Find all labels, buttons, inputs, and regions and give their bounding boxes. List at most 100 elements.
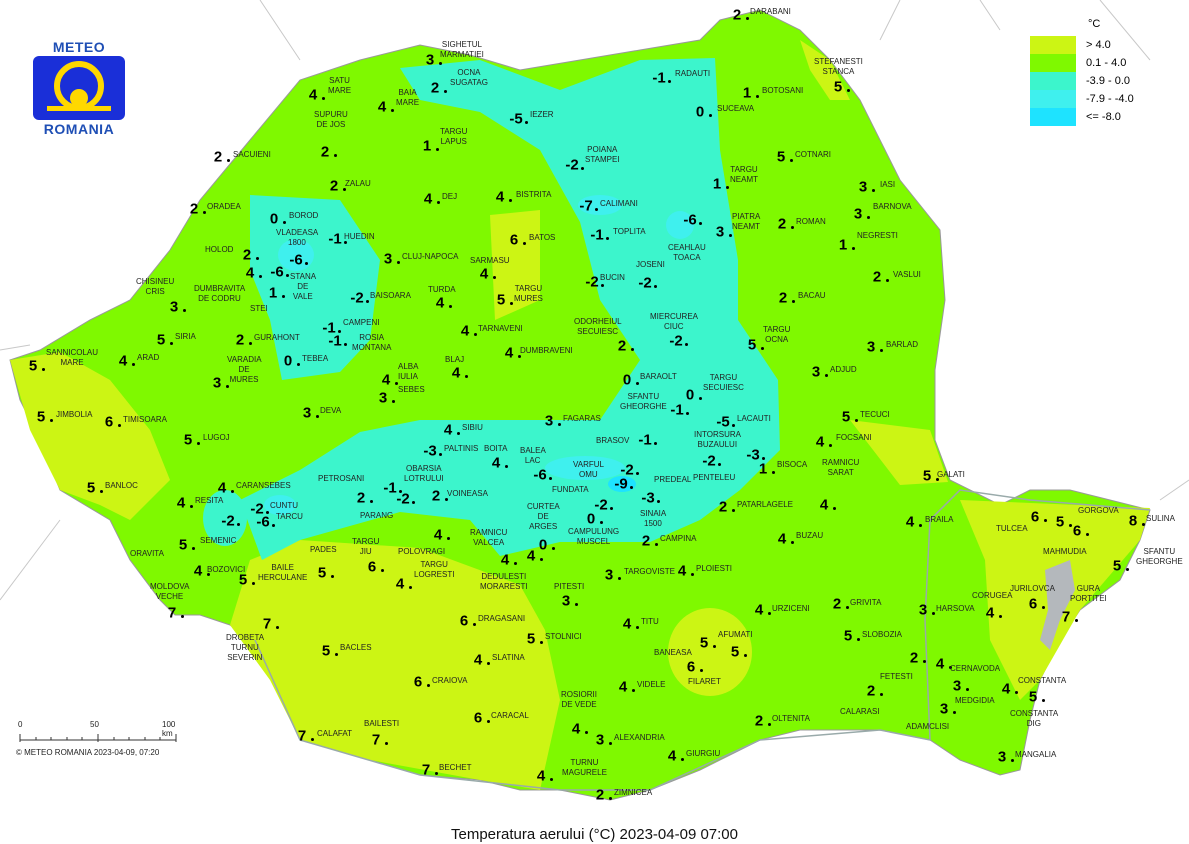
station-temperature: 5 bbox=[730, 643, 740, 661]
station-dot-icon bbox=[872, 189, 875, 192]
station-temperature: 6 bbox=[104, 413, 114, 431]
station-dot-icon bbox=[316, 415, 319, 418]
station-name: GURAHONT bbox=[254, 333, 300, 342]
station-temperature: 6 bbox=[413, 673, 423, 691]
station-name: RADAUTI bbox=[675, 69, 711, 78]
zone-0-to-minus4 bbox=[250, 195, 380, 380]
station-dot-icon bbox=[192, 547, 195, 550]
station-temperature: 3 bbox=[561, 592, 571, 610]
station-name: BRASOV bbox=[596, 436, 630, 445]
station-name: PATARLAGELE bbox=[737, 500, 794, 509]
station-name: VARADIA DE MURES bbox=[227, 355, 262, 384]
station-dot-icon bbox=[249, 342, 252, 345]
station-temperature: 5 bbox=[841, 408, 851, 426]
station-name: PALTINIS bbox=[444, 444, 479, 453]
station-name: CERNAVODA bbox=[950, 664, 1001, 673]
station-dot-icon bbox=[474, 333, 477, 336]
station-dot-icon bbox=[685, 343, 688, 346]
station-temperature: 2 bbox=[866, 682, 876, 700]
station-dot-icon bbox=[493, 276, 496, 279]
station-temperature: 4 bbox=[479, 265, 489, 283]
station-temperature: 6 bbox=[686, 658, 696, 676]
logo-emblem bbox=[33, 56, 125, 120]
station-temperature: 5 bbox=[178, 536, 188, 554]
station-name: IEZER bbox=[530, 110, 554, 119]
station-dot-icon bbox=[761, 347, 764, 350]
station-dot-icon bbox=[207, 573, 210, 576]
station-temperature: 3 bbox=[853, 205, 863, 223]
station-temperature: -2 bbox=[585, 273, 599, 291]
legend-swatch bbox=[1030, 72, 1076, 90]
station-dot-icon bbox=[746, 17, 749, 20]
station-dot-icon bbox=[343, 188, 346, 191]
station-dot-icon bbox=[630, 486, 633, 489]
station-name: CORUGEA bbox=[972, 591, 1013, 600]
station-temperature: 3 bbox=[383, 250, 393, 268]
legend: °C > 4.0 0.1 - 4.0 -3.9 - 0.0 -7.9 - -4.0 <=… bbox=[1030, 18, 1134, 126]
station-dot-icon bbox=[601, 284, 604, 287]
station-temperature: 5 bbox=[183, 431, 193, 449]
legend-unit: °C bbox=[1088, 18, 1101, 30]
legend-label: <= -8.0 bbox=[1086, 111, 1121, 123]
station-dot-icon bbox=[595, 208, 598, 211]
station-temperature: 3 bbox=[811, 363, 821, 381]
station-temperature: 7 bbox=[262, 615, 272, 633]
station-dot-icon bbox=[857, 638, 860, 641]
station-temperature: 0 bbox=[695, 103, 705, 121]
station-name: BOTOSANI bbox=[762, 86, 804, 95]
station-name: SEMENIC bbox=[200, 536, 237, 545]
station-temperature: 3 bbox=[952, 677, 962, 695]
station-dot-icon bbox=[691, 573, 694, 576]
station-temperature: -2 bbox=[594, 496, 608, 514]
station-temperature: 3 bbox=[997, 748, 1007, 766]
legend-swatch bbox=[1030, 108, 1076, 126]
station-dot-icon bbox=[118, 424, 121, 427]
station-name: CLUJ-NAPOCA bbox=[402, 252, 459, 261]
station-temperature: 2 bbox=[617, 337, 627, 355]
station-name: CONSTANTA DIG bbox=[1010, 709, 1059, 728]
station-name: ZALAU bbox=[345, 179, 371, 188]
station-dot-icon bbox=[550, 778, 553, 781]
station-dot-icon bbox=[409, 586, 412, 589]
station-temperature: 3 bbox=[604, 566, 614, 584]
station-name: TURNU MAGURELE bbox=[562, 758, 607, 777]
legend-label: -7.9 - -4.0 bbox=[1086, 93, 1134, 105]
legend-item: -7.9 - -4.0 bbox=[1030, 90, 1134, 108]
station-temperature: 2 bbox=[595, 786, 605, 804]
station-name: POIANA STAMPEI bbox=[585, 145, 620, 164]
station-dot-icon bbox=[686, 412, 689, 415]
station-temperature: 4 bbox=[308, 86, 318, 104]
station-dot-icon bbox=[718, 463, 721, 466]
station-dot-icon bbox=[338, 330, 341, 333]
scale-tick-0: 0 bbox=[18, 720, 23, 729]
station-temperature: 5 bbox=[156, 331, 166, 349]
station-dot-icon bbox=[437, 201, 440, 204]
station-name: FILARET bbox=[688, 677, 721, 686]
station-name: SUCEAVA bbox=[717, 104, 755, 113]
station-temperature: 4 bbox=[1001, 680, 1011, 698]
station-dot-icon bbox=[344, 343, 347, 346]
station-dot-icon bbox=[732, 509, 735, 512]
station-name: URZICENI bbox=[772, 604, 810, 613]
station-name: BISTRITA bbox=[516, 190, 552, 199]
station-temperature: 0 bbox=[622, 371, 632, 389]
station-temperature: -2 bbox=[669, 332, 683, 350]
station-name: SIBIU bbox=[462, 423, 483, 432]
station-name: PLOIESTI bbox=[696, 564, 733, 573]
station-temperature: 2 bbox=[430, 79, 440, 97]
station-temperature: 5 bbox=[28, 357, 38, 375]
station-temperature: -7 bbox=[579, 197, 593, 215]
station-temperature: -1 bbox=[322, 319, 336, 337]
station-name: DEDULESTI MORARESTI bbox=[480, 572, 528, 591]
station-dot-icon bbox=[657, 500, 660, 503]
station-dot-icon bbox=[1069, 524, 1072, 527]
station-name: VIDELE bbox=[637, 680, 666, 689]
station-temperature: 6 bbox=[1030, 508, 1040, 526]
station-name: DROBETA TURNU SEVERIN bbox=[226, 633, 265, 662]
station-temperature: 3 bbox=[858, 178, 868, 196]
station-dot-icon bbox=[435, 772, 438, 775]
station-temperature: 4 bbox=[500, 551, 510, 569]
station-dot-icon bbox=[618, 577, 621, 580]
station-name: GORGOVA bbox=[1078, 506, 1119, 515]
station-temperature: 5 bbox=[317, 564, 327, 582]
